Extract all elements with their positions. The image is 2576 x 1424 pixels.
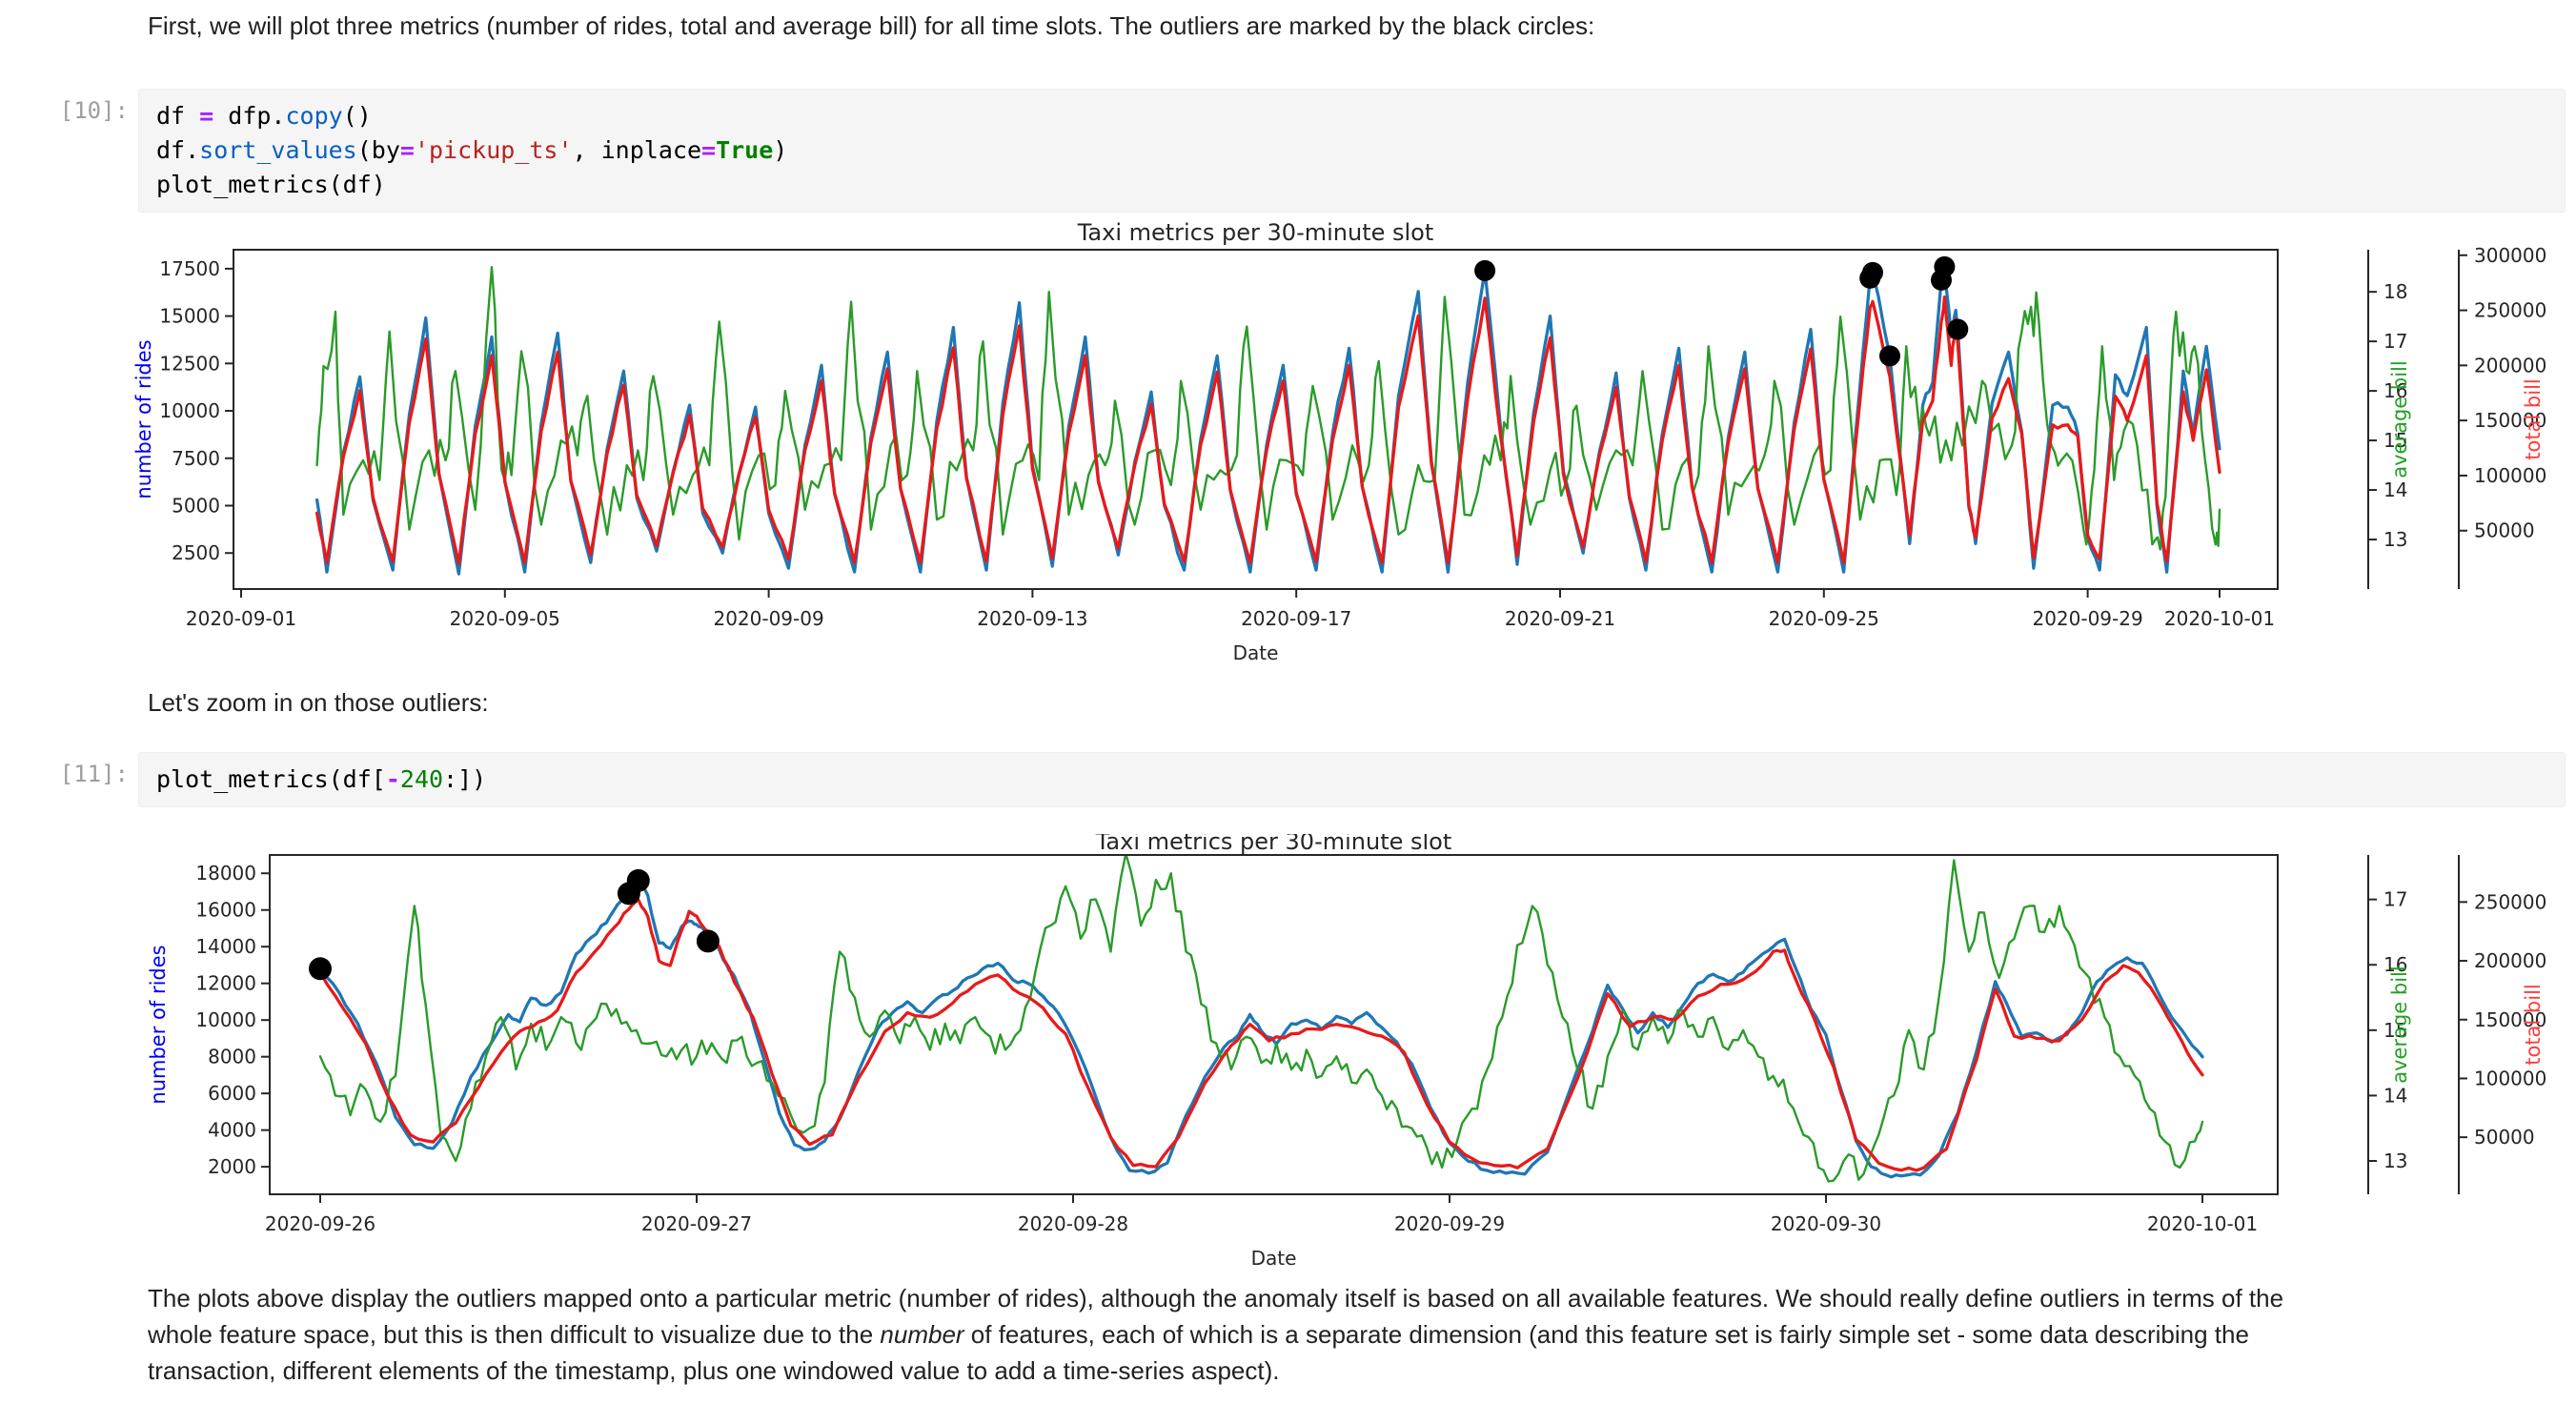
- cell-10-editor[interactable]: df = dfp.copy() df.sort_values(by='picku…: [138, 89, 2566, 213]
- svg-text:15000: 15000: [159, 305, 220, 328]
- svg-text:100000: 100000: [2474, 464, 2546, 487]
- svg-text:average bill: average bill: [2388, 360, 2411, 478]
- svg-text:2020-09-26: 2020-09-26: [265, 1212, 375, 1235]
- svg-text:14: 14: [2383, 1084, 2407, 1107]
- svg-text:2020-10-01: 2020-10-01: [2147, 1212, 2258, 1235]
- svg-text:average bill: average bill: [2388, 966, 2411, 1083]
- svg-text:8000: 8000: [208, 1046, 256, 1068]
- svg-text:2500: 2500: [172, 541, 220, 564]
- svg-text:2020-09-13: 2020-09-13: [977, 607, 1087, 630]
- svg-text:Date: Date: [1233, 641, 1279, 664]
- chart-taxi-metrics-zoomed: Taxi metrics per 30-minute slot 2020-09-2…: [147, 834, 2546, 1270]
- svg-text:50000: 50000: [2474, 1126, 2535, 1149]
- svg-text:total bill: total bill: [2522, 984, 2545, 1066]
- svg-text:Taxi metrics per 30-minute slo: Taxi metrics per 30-minute slot: [1095, 834, 1452, 855]
- svg-text:17: 17: [2383, 330, 2407, 353]
- svg-text:16: 16: [2383, 953, 2407, 976]
- svg-text:2020-09-09: 2020-09-09: [713, 607, 823, 630]
- svg-text:16: 16: [2383, 379, 2407, 402]
- svg-text:Taxi metrics per 30-minute slo: Taxi metrics per 30-minute slot: [1077, 221, 1434, 246]
- svg-text:Date: Date: [1251, 1247, 1297, 1270]
- svg-text:15: 15: [2383, 1019, 2407, 1042]
- chart-taxi-metrics-all-slots: Taxi metrics per 30-minute slot 2020-09-0…: [132, 221, 2546, 664]
- svg-text:2020-09-01: 2020-09-01: [186, 607, 296, 630]
- svg-text:17500: 17500: [159, 257, 220, 280]
- svg-text:17: 17: [2383, 888, 2407, 911]
- svg-text:14: 14: [2383, 478, 2407, 501]
- svg-text:18000: 18000: [195, 862, 256, 885]
- cell-11-code[interactable]: plot_metrics(df[-240:]): [156, 765, 487, 793]
- svg-text:13: 13: [2383, 528, 2407, 551]
- svg-text:number of rides: number of rides: [147, 945, 170, 1104]
- mid-markdown: Let's zoom in on those outliers:: [148, 688, 489, 717]
- svg-text:2020-09-21: 2020-09-21: [1505, 607, 1615, 630]
- svg-text:2020-09-17: 2020-09-17: [1241, 607, 1351, 630]
- cell-11-editor[interactable]: plot_metrics(df[-240:]): [138, 752, 2566, 807]
- svg-text:16000: 16000: [195, 899, 256, 922]
- svg-text:50000: 50000: [2474, 519, 2535, 542]
- svg-text:18: 18: [2383, 280, 2407, 303]
- svg-text:250000: 250000: [2474, 299, 2546, 322]
- svg-text:6000: 6000: [208, 1082, 256, 1105]
- cell-11-prompt: [11]:: [59, 761, 129, 787]
- svg-text:150000: 150000: [2474, 409, 2546, 432]
- svg-text:7500: 7500: [172, 447, 220, 470]
- svg-text:200000: 200000: [2474, 354, 2546, 376]
- svg-text:200000: 200000: [2474, 949, 2546, 972]
- svg-text:2020-10-01: 2020-10-01: [2164, 607, 2275, 630]
- svg-text:2020-09-28: 2020-09-28: [1018, 1212, 1128, 1235]
- svg-text:12500: 12500: [159, 352, 220, 375]
- svg-text:300000: 300000: [2474, 244, 2546, 267]
- svg-text:2020-09-27: 2020-09-27: [641, 1212, 752, 1235]
- svg-text:150000: 150000: [2474, 1008, 2546, 1031]
- svg-text:2020-09-05: 2020-09-05: [450, 607, 560, 630]
- svg-text:5000: 5000: [172, 494, 220, 517]
- outro-line-2: whole feature space, but this is then di…: [148, 1320, 2249, 1349]
- intro-markdown: First, we will plot three metrics (numbe…: [148, 11, 1595, 40]
- outro-line-3: transaction, different elements of the t…: [148, 1356, 1280, 1385]
- svg-text:100000: 100000: [2474, 1067, 2546, 1089]
- outro-line-1: The plots above display the outliers map…: [148, 1284, 2284, 1312]
- svg-text:2020-09-30: 2020-09-30: [1771, 1212, 1881, 1235]
- svg-text:250000: 250000: [2474, 890, 2546, 913]
- outro-markdown: The plots above display the outliers map…: [148, 1280, 2283, 1389]
- svg-text:total bill: total bill: [2522, 378, 2545, 460]
- svg-text:2020-09-29: 2020-09-29: [1394, 1212, 1505, 1235]
- cell-10-prompt: [10]:: [59, 97, 129, 124]
- svg-text:15: 15: [2383, 429, 2407, 452]
- svg-text:number of rides: number of rides: [132, 339, 155, 498]
- svg-text:13: 13: [2383, 1149, 2407, 1172]
- svg-text:2020-09-25: 2020-09-25: [1769, 607, 1879, 630]
- svg-text:2000: 2000: [208, 1155, 256, 1178]
- svg-text:10000: 10000: [159, 399, 220, 422]
- svg-text:4000: 4000: [208, 1119, 256, 1142]
- cell-10-code[interactable]: df = dfp.copy() df.sort_values(by='picku…: [156, 102, 788, 198]
- svg-text:10000: 10000: [195, 1008, 256, 1031]
- svg-text:2020-09-29: 2020-09-29: [2032, 607, 2142, 630]
- svg-text:14000: 14000: [195, 935, 256, 958]
- svg-text:12000: 12000: [195, 972, 256, 995]
